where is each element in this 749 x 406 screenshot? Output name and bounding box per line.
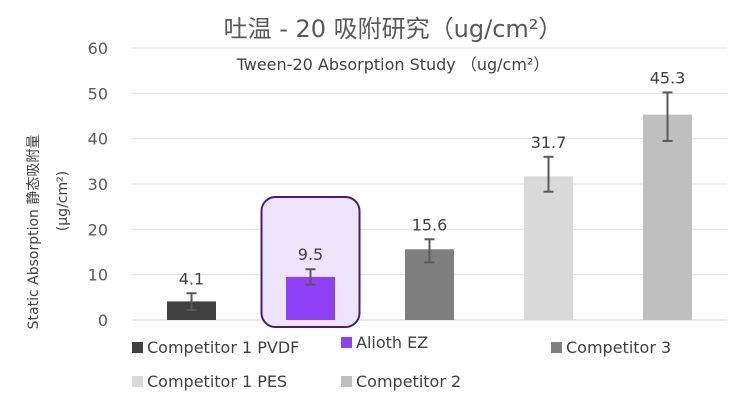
bars [167,114,692,320]
data-label: 45.3 [650,68,686,87]
legend-swatch [341,376,352,387]
legend-label: Competitor 2 [356,372,461,391]
y-tick-label: 30 [88,175,108,194]
legend-swatch [132,342,143,353]
legend-swatch [341,337,352,348]
chart-subtitle: Tween-20 Absorption Study （ug/cm²） [236,55,550,74]
y-tick-label: 20 [88,220,108,239]
data-label: 15.6 [412,215,448,234]
y-tick-label: 40 [88,130,108,149]
error-bars [186,91,673,312]
y-tick-label: 60 [88,39,108,58]
legend-swatch [132,376,143,387]
bar [643,114,692,320]
data-label: 4.1 [179,269,204,288]
data-labels: 4.1 9.5 15.6 31.7 45.3 [179,68,686,288]
y-axis-label: Static Absorption 静态吸附量 [26,135,42,330]
legend: Competitor 1 PVDF Alioth EZ Competitor 3 Co… [132,333,671,391]
y-tick-label: 50 [88,84,108,103]
y-tick-label: 10 [88,266,108,285]
data-label: 31.7 [531,133,567,152]
legend-label: Competitor 1 PVDF [147,338,299,357]
y-ticks: 0 10 20 30 40 50 60 [88,39,108,330]
legend-label: Competitor 1 PES [147,372,287,391]
y-axis-unit: (μg/cm²) [55,171,71,231]
grid [132,47,727,321]
legend-label: Competitor 3 [566,338,671,357]
legend-label: Alioth EZ [356,333,428,352]
bar [524,176,573,320]
y-tick-label: 0 [98,311,108,330]
data-label: 9.5 [298,245,323,264]
legend-swatch [551,342,562,353]
chart-title: 吐温 - 20 吸附研究（ug/cm²） [224,15,563,43]
